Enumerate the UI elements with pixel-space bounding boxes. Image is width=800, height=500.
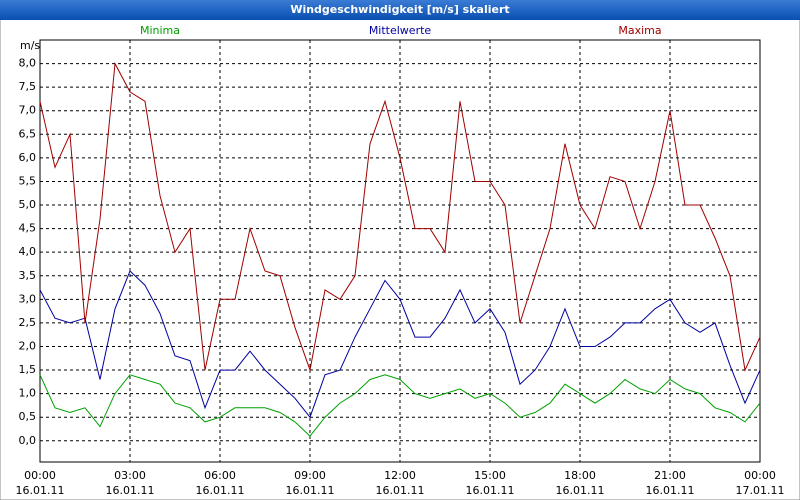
x-tick-date: 16.01.11 bbox=[106, 484, 155, 497]
y-tick-label: 7,0 bbox=[19, 104, 37, 117]
y-tick-label: 3,5 bbox=[19, 269, 37, 282]
y-tick-label: 3,0 bbox=[19, 292, 37, 305]
y-tick-label: 0,5 bbox=[19, 410, 37, 423]
series-line bbox=[39, 270, 761, 419]
y-tick-label: 5,0 bbox=[19, 198, 37, 211]
x-tick-label: 00:00 bbox=[744, 469, 776, 482]
x-tick-label: 15:00 bbox=[474, 469, 506, 482]
y-tick-label: 6,5 bbox=[19, 127, 37, 140]
chart-title: Windgeschwindigkeit [m/s] skaliert bbox=[290, 3, 509, 16]
y-tick-label: 1,0 bbox=[19, 387, 37, 400]
x-tick-date: 16.01.11 bbox=[646, 484, 695, 497]
y-tick-label: 4,5 bbox=[19, 222, 37, 235]
y-tick-label: 2,0 bbox=[19, 339, 37, 352]
x-tick-date: 17.01.11 bbox=[736, 484, 785, 497]
x-tick-label: 00:00 bbox=[24, 469, 56, 482]
y-tick-label: 2,5 bbox=[19, 316, 37, 329]
x-tick-date: 16.01.11 bbox=[556, 484, 605, 497]
y-axis-label: m/s bbox=[20, 39, 40, 52]
legend-label: Maxima bbox=[618, 24, 661, 37]
y-tick-label: 0,0 bbox=[19, 434, 37, 447]
x-tick-date: 16.01.11 bbox=[16, 484, 65, 497]
x-tick-label: 09:00 bbox=[294, 469, 326, 482]
y-tick-label: 4,0 bbox=[19, 245, 37, 258]
x-tick-date: 16.01.11 bbox=[376, 484, 425, 497]
series-line bbox=[39, 374, 761, 437]
y-tick-label: 6,0 bbox=[19, 151, 37, 164]
legend-label: Mittelwerte bbox=[369, 24, 432, 37]
x-tick-label: 18:00 bbox=[564, 469, 596, 482]
x-tick-date: 16.01.11 bbox=[466, 484, 515, 497]
x-tick-date: 16.01.11 bbox=[196, 484, 245, 497]
title-bar bbox=[0, 0, 800, 20]
x-tick-label: 06:00 bbox=[204, 469, 236, 482]
x-tick-label: 21:00 bbox=[654, 469, 686, 482]
y-tick-label: 7,5 bbox=[19, 80, 37, 93]
y-tick-label: 8,0 bbox=[19, 57, 37, 70]
series-line bbox=[39, 61, 761, 373]
x-tick-label: 12:00 bbox=[384, 469, 416, 482]
y-tick-label: 1,5 bbox=[19, 363, 37, 376]
y-tick-label: 5,5 bbox=[19, 174, 37, 187]
legend-label: Minima bbox=[140, 24, 180, 37]
x-tick-date: 16.01.11 bbox=[286, 484, 335, 497]
x-tick-label: 03:00 bbox=[114, 469, 146, 482]
